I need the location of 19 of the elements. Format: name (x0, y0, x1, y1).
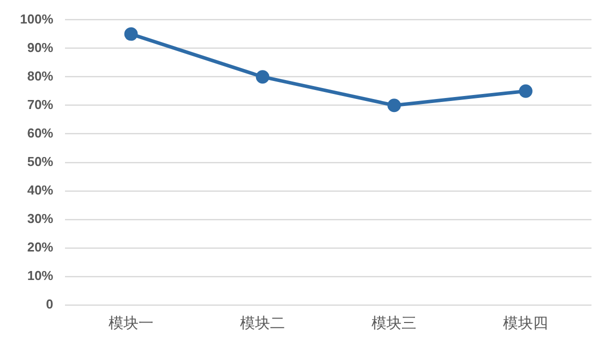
y-tick-label: 40% (27, 182, 54, 198)
point (387, 98, 401, 112)
y-tick-label: 50% (27, 154, 54, 169)
y-tick-label: 10% (27, 268, 54, 284)
x-tick-label: 模块二 (240, 314, 286, 332)
y-tick-label: 90% (27, 40, 54, 55)
y-tick-label: 80% (27, 68, 54, 84)
x-tick-label: 模块四 (503, 314, 548, 332)
y-tick-label: 20% (27, 240, 54, 255)
y-tick-label: 60% (27, 125, 54, 140)
point (124, 27, 138, 41)
x-tick-label: 模块三 (372, 314, 417, 332)
x-tick-label: 模块一 (108, 314, 154, 332)
point (518, 84, 532, 98)
y-tick-label: 0 (46, 296, 54, 312)
y-tick-label: 100% (20, 11, 54, 26)
point (256, 70, 270, 84)
y-tick-label: 70% (27, 96, 54, 112)
y-tick-label: 30% (27, 211, 54, 226)
